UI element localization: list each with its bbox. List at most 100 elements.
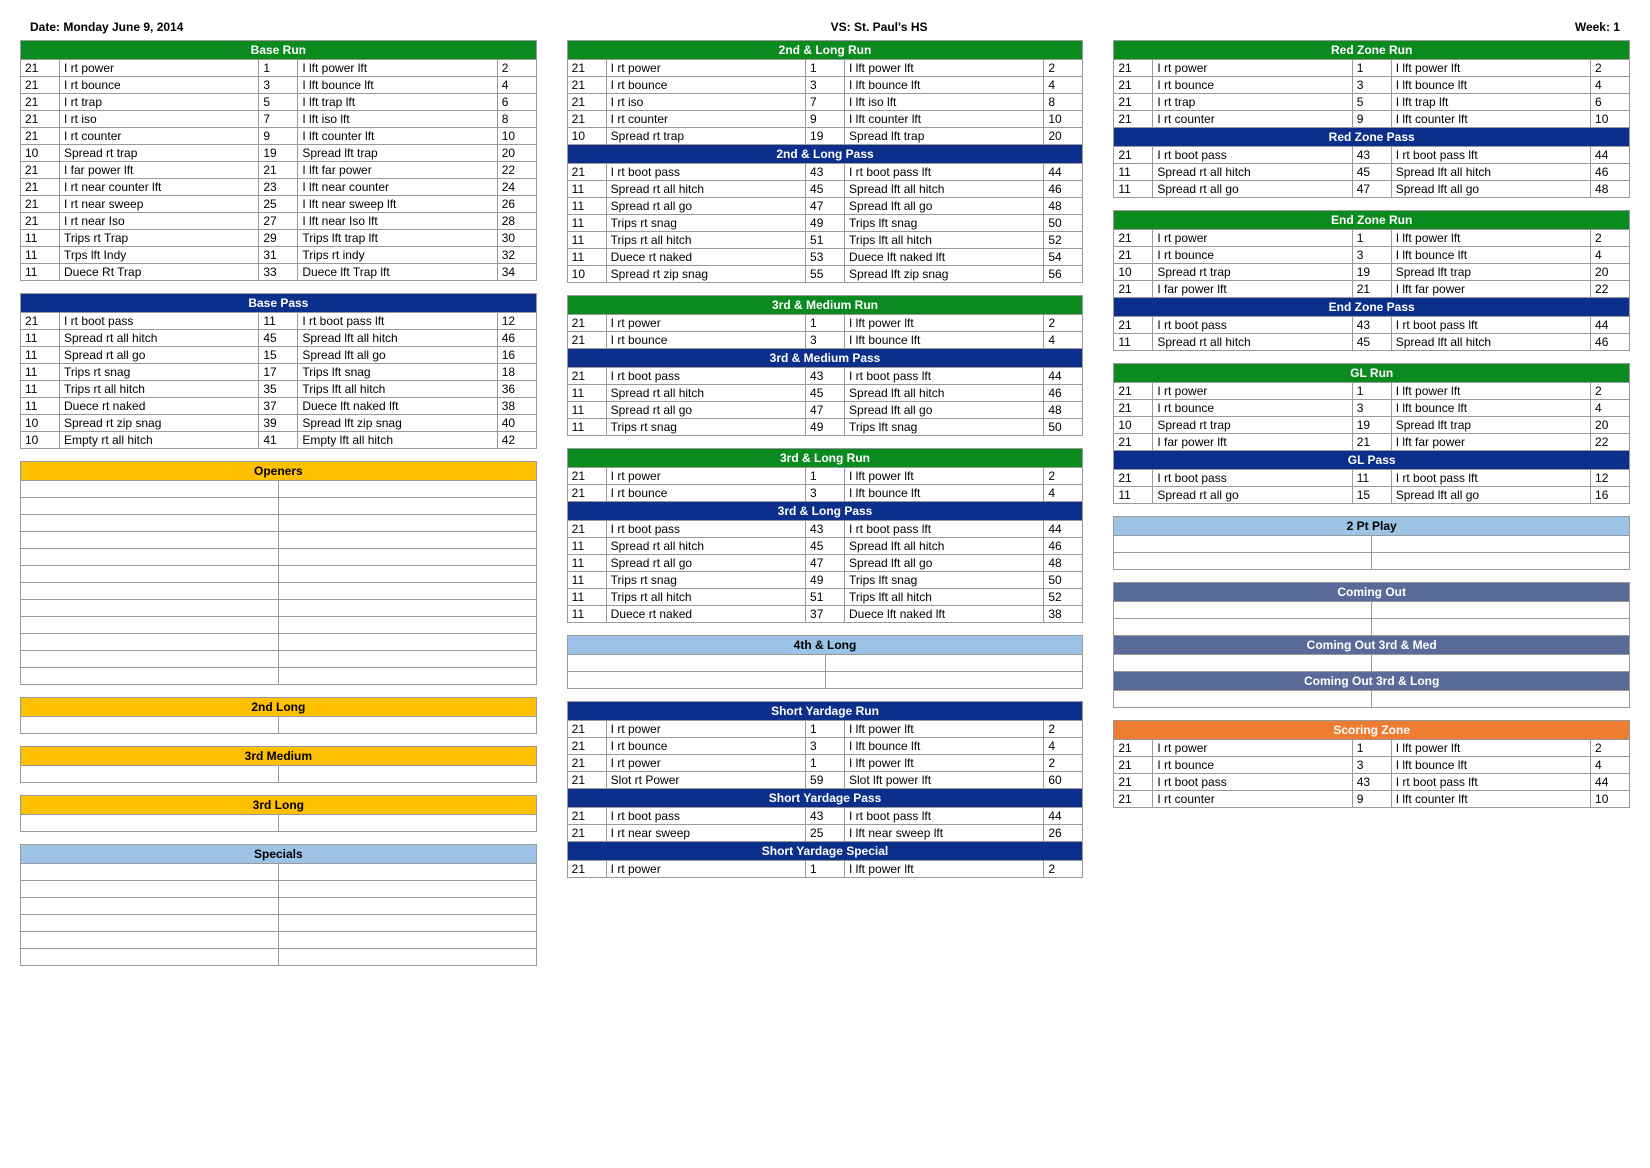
cell: I lft bounce lft <box>1392 247 1591 263</box>
cell: Spread rt all hitch <box>607 385 806 401</box>
table-row: 21I rt power1I lft power lft2 <box>568 60 1083 77</box>
cell: Trips rt snag <box>607 572 806 588</box>
cell: Spread rt all go <box>607 198 806 214</box>
cell: 21 <box>568 60 607 76</box>
table-row: 21I rt trap5I lft trap lft6 <box>1114 94 1629 111</box>
cell: I lft trap lft <box>1392 94 1591 110</box>
cell: 1 <box>1353 740 1392 756</box>
cell: Spread rt all hitch <box>607 181 806 197</box>
cell: 11 <box>21 364 60 380</box>
cell: Slot lft power lft <box>845 772 1044 788</box>
blank-row <box>21 481 536 498</box>
cell: 56 <box>1044 266 1082 282</box>
blank-row <box>1114 619 1629 636</box>
cell: I rt iso <box>60 111 259 127</box>
cell: 21 <box>568 825 607 841</box>
cell: 1 <box>806 861 845 877</box>
cell: 25 <box>806 825 845 841</box>
cell: 60 <box>1044 772 1082 788</box>
cell: I lft trap lft <box>298 94 497 110</box>
cell: 15 <box>259 347 298 363</box>
section: Scoring Zone21I rt power1I lft power lft… <box>1113 720 1630 808</box>
section-title: 3rd & Medium Pass <box>568 349 1083 368</box>
cell: Spread lft zip snag <box>845 266 1044 282</box>
cell: I lft counter lft <box>298 128 497 144</box>
table-row: 21I rt counter9I lft counter lft10 <box>21 128 536 145</box>
cell: 11 <box>21 330 60 346</box>
cell: 9 <box>1353 111 1392 127</box>
cell: 21 <box>1114 247 1153 263</box>
cell: 10 <box>498 128 536 144</box>
cell: 17 <box>259 364 298 380</box>
cell: 8 <box>1044 94 1082 110</box>
cell: 55 <box>806 266 845 282</box>
cell: 20 <box>1591 264 1629 280</box>
cell: 19 <box>806 128 845 144</box>
cell: 21 <box>568 77 607 93</box>
section-title: 3rd & Long Run <box>568 449 1083 468</box>
cell: 11 <box>568 385 607 401</box>
cell: 21 <box>568 164 607 180</box>
cell: 59 <box>806 772 845 788</box>
cell: I rt boot pass <box>1153 317 1352 333</box>
blank-row <box>21 651 536 668</box>
cell: 43 <box>806 164 845 180</box>
section-title: Coming Out 3rd & Long <box>1114 672 1629 691</box>
cell: 11 <box>21 264 60 280</box>
cell: 7 <box>806 94 845 110</box>
cell: I lft counter lft <box>1392 111 1591 127</box>
cell: 12 <box>498 313 536 329</box>
cell: 11 <box>1114 487 1153 503</box>
cell: 10 <box>1114 264 1153 280</box>
cell: I rt boot pass <box>607 521 806 537</box>
table-row: 11Trips rt Trap29Trips lft trap lft30 <box>21 230 536 247</box>
cell: 2 <box>1591 230 1629 246</box>
cell: 21 <box>568 468 607 484</box>
cell: I rt power <box>607 755 806 771</box>
cell: 3 <box>1353 400 1392 416</box>
cell: 2 <box>1591 740 1629 756</box>
table-row: 21I rt bounce3I lft bounce lft4 <box>1114 757 1629 774</box>
cell: 45 <box>1353 334 1392 350</box>
cell: 11 <box>1114 164 1153 180</box>
cell: I rt bounce <box>1153 757 1352 773</box>
cell: 21 <box>568 332 607 348</box>
cell: Spread rt all go <box>1153 487 1352 503</box>
table-row: 21I rt bounce3I lft bounce lft4 <box>568 485 1083 502</box>
cell: 34 <box>498 264 536 280</box>
table-row: 21I rt bounce3I lft bounce lft4 <box>568 77 1083 94</box>
cell: 11 <box>568 215 607 231</box>
table-row: 21I rt near sweep25I lft near sweep lft2… <box>21 196 536 213</box>
cell: 10 <box>1114 417 1153 433</box>
cell: I rt bounce <box>1153 400 1352 416</box>
cell: I rt bounce <box>607 485 806 501</box>
cell: Spread rt all hitch <box>1153 334 1352 350</box>
column: Base Run21I rt power1I lft power lft221I… <box>20 40 537 966</box>
cell: 48 <box>1591 181 1629 197</box>
section: 3rd Medium <box>20 746 537 783</box>
cell: 45 <box>806 538 845 554</box>
cell: Spread lft trap <box>1392 417 1591 433</box>
cell: 10 <box>1591 111 1629 127</box>
cell: 46 <box>1044 385 1082 401</box>
cell: 52 <box>1044 232 1082 248</box>
cell: Duece lft naked lft <box>845 249 1044 265</box>
cell: 1 <box>1353 230 1392 246</box>
cell: Trips rt snag <box>60 364 259 380</box>
cell: Trips rt snag <box>607 215 806 231</box>
cell: 21 <box>21 60 60 76</box>
cell: I lft far power <box>1392 281 1591 297</box>
table-row: 21I rt bounce3I lft bounce lft4 <box>21 77 536 94</box>
table-row: 21I far power lft21I lft far power22 <box>1114 281 1629 298</box>
table-row: 21I rt boot pass11I rt boot pass lft12 <box>21 313 536 330</box>
cell: I rt power <box>1153 60 1352 76</box>
cell: 49 <box>806 572 845 588</box>
cell: Spread lft all go <box>845 555 1044 571</box>
blank-row <box>21 815 536 831</box>
page-header: Date: Monday June 9, 2014 VS: St. Paul's… <box>20 20 1630 34</box>
cell: Spread rt trap <box>607 128 806 144</box>
cell: I lft iso lft <box>845 94 1044 110</box>
table-row: 11Spread rt all go47Spread lft all go48 <box>568 555 1083 572</box>
section: GL Run21I rt power1I lft power lft221I r… <box>1113 363 1630 504</box>
cell: 45 <box>806 385 845 401</box>
